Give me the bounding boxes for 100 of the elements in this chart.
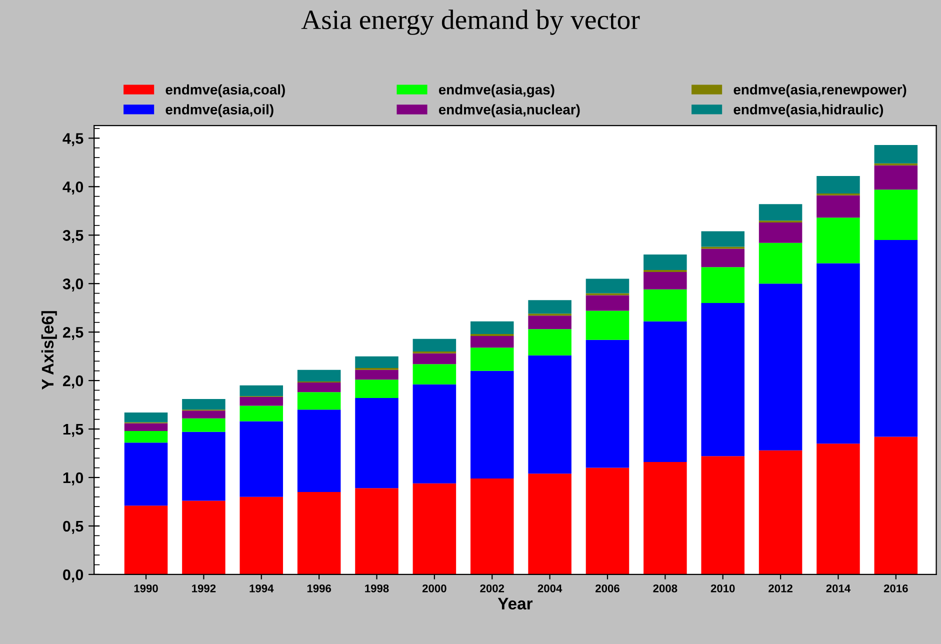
- bar: [758, 242, 802, 284]
- x-tick-label: 2010: [710, 584, 735, 592]
- bar: [297, 382, 341, 392]
- bar: [297, 370, 341, 382]
- bar: [355, 370, 398, 380]
- y-tick-label: 0,0: [63, 569, 84, 582]
- bar: [874, 436, 918, 574]
- bar: [874, 190, 918, 240]
- x-tick-label: 2002: [480, 584, 504, 592]
- bar: [355, 380, 398, 398]
- bar: [644, 289, 687, 322]
- bar: [182, 432, 226, 501]
- bar: [240, 421, 284, 497]
- bar: [701, 456, 744, 574]
- bar: [470, 336, 514, 348]
- bar: [644, 254, 687, 270]
- bar: [701, 231, 744, 247]
- x-tick-label: 2008: [653, 584, 678, 592]
- y-tick-label: 2,5: [62, 326, 84, 340]
- bar: [470, 321, 514, 334]
- x-tick-label: 1998: [365, 584, 389, 592]
- bar: [240, 406, 284, 422]
- bar: [586, 468, 630, 574]
- y-tick-label: 1,5: [63, 424, 84, 437]
- bar: [528, 329, 572, 356]
- bar: [701, 302, 744, 456]
- bar: [586, 295, 630, 311]
- bar: [470, 348, 514, 371]
- bar: [240, 385, 284, 396]
- bar: [701, 267, 744, 303]
- y-tick-label: 2,0: [62, 375, 84, 388]
- legend-label: endmve(asia,oil): [166, 104, 274, 118]
- bar: [758, 450, 802, 574]
- bar: [182, 398, 226, 410]
- bar: [758, 284, 802, 450]
- y-tick-label: 3,5: [62, 230, 84, 244]
- bar: [644, 272, 687, 290]
- bar: [412, 353, 456, 364]
- x-axis-title: Year: [498, 598, 533, 610]
- chart-title: Asia energy demand by vector: [301, 10, 640, 35]
- x-tick-label: 2004: [538, 584, 562, 592]
- y-axis-title: Y Axis[e6]: [41, 311, 57, 390]
- bar: [528, 355, 572, 474]
- bar: [182, 410, 226, 418]
- bar: [412, 483, 456, 574]
- bar: [816, 195, 860, 218]
- bar: [412, 384, 456, 484]
- legend-label: endmve(asia,coal): [166, 84, 285, 98]
- y-tick-label: 3,0: [62, 278, 84, 292]
- bar: [816, 218, 860, 264]
- bar: [874, 165, 918, 190]
- x-tick-label: 2014: [826, 584, 851, 592]
- bar: [528, 300, 572, 314]
- bar: [816, 444, 860, 574]
- bar: [758, 204, 802, 221]
- legend-label: endmve(asia,nuclear): [438, 104, 580, 118]
- bar: [124, 442, 168, 506]
- y-tick-label: 1,0: [63, 472, 84, 486]
- legend-label: endmve(asia,renewpower): [734, 84, 906, 98]
- y-tick-label: 4,5: [62, 133, 84, 146]
- bar: [355, 398, 398, 488]
- bar: [124, 430, 168, 443]
- bar: [412, 364, 456, 384]
- bar: [758, 222, 802, 243]
- bar: [874, 144, 918, 164]
- bar: [412, 338, 456, 352]
- bar: [355, 356, 398, 368]
- bar: [470, 370, 514, 478]
- bar: [124, 506, 168, 574]
- x-tick-label: 2006: [596, 584, 620, 592]
- x-tick-label: 1990: [134, 584, 158, 592]
- bar: [701, 248, 744, 268]
- bar: [355, 488, 398, 574]
- bar: [586, 310, 630, 340]
- bar: [240, 397, 284, 406]
- x-tick-label: 1994: [250, 584, 274, 592]
- bar: [874, 240, 918, 437]
- bar: [182, 418, 226, 432]
- legend-label: endmve(asia,hidraulic): [734, 104, 884, 118]
- bar: [586, 340, 630, 468]
- x-tick-label: 2012: [768, 584, 792, 592]
- bar: [644, 462, 687, 574]
- bar: [240, 496, 284, 574]
- x-tick-label: 2000: [422, 584, 446, 592]
- bar: [528, 474, 572, 574]
- y-tick-label: 4,0: [62, 182, 84, 195]
- bar: [297, 392, 341, 410]
- bar: [124, 423, 168, 431]
- x-tick-label: 1996: [307, 584, 332, 592]
- bar: [586, 278, 630, 294]
- bar: [816, 263, 860, 444]
- bar: [182, 500, 226, 574]
- bar: [644, 321, 687, 462]
- bar: [297, 410, 341, 492]
- x-tick-label: 1992: [192, 584, 216, 592]
- legend-label: endmve(asia,gas): [438, 84, 554, 98]
- bar: [470, 478, 514, 574]
- y-tick-label: 0,5: [63, 520, 84, 534]
- x-tick-label: 2016: [884, 584, 908, 592]
- bar: [528, 316, 572, 330]
